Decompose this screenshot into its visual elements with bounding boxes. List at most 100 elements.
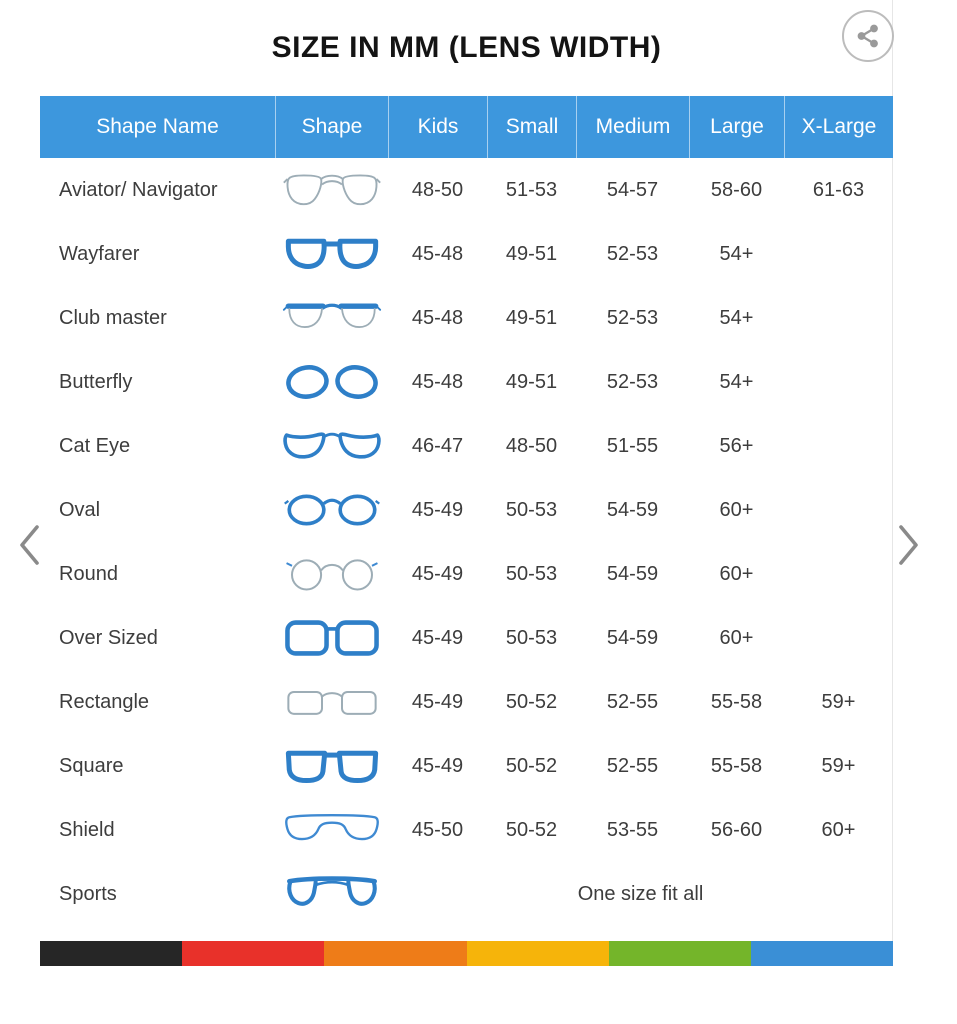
shape-name-cell: Round	[59, 562, 118, 585]
shape-icon-cell	[275, 606, 388, 670]
shape-icon-cell	[275, 350, 388, 414]
shape-name-cell: Oval	[59, 498, 101, 521]
shape-name-cell: Square	[59, 754, 124, 777]
shape-icon-cell	[275, 158, 388, 222]
round-glasses-icon	[282, 551, 382, 597]
table-row: Round 45-49 50-53 54-59 60+	[40, 542, 893, 606]
shape-name-cell: Over Sized	[59, 626, 158, 649]
size-cell-kids: 45-49	[411, 754, 464, 777]
size-cell-kids: 45-48	[411, 306, 464, 329]
rectangle-glasses-icon	[282, 679, 382, 725]
shape-icon-cell	[275, 862, 388, 926]
page-title: SIZE IN MM (LENS WIDTH)	[271, 31, 662, 64]
shape-name-cell: Wayfarer	[59, 242, 140, 265]
table-body: Aviator/ Navigator 48-50 51-53 54-57 58-60 6…	[40, 158, 893, 926]
table-row: Shield 45-50 50-52 53-55 56-60 60+	[40, 798, 893, 862]
size-cell-small: 51-53	[505, 178, 558, 201]
size-cell-large: 54+	[719, 306, 754, 329]
size-cell-large: 60+	[719, 626, 754, 649]
size-cell-small: 49-51	[505, 306, 558, 329]
size-cell-large: 56+	[719, 434, 754, 457]
size-cell-medium: 53-55	[606, 818, 659, 841]
shape-icon-cell	[275, 542, 388, 606]
shape-name-cell: Butterfly	[59, 370, 133, 393]
size-cell-small: 50-53	[505, 626, 558, 649]
size-cell-medium: 54-57	[606, 178, 659, 201]
square-glasses-icon	[282, 743, 382, 789]
aviator-glasses-icon	[282, 167, 382, 213]
bar-segment-5	[750, 941, 894, 966]
shape-name-cell: Club master	[59, 306, 167, 329]
bar-segment-4	[608, 941, 751, 966]
column-header-large: Large	[689, 96, 784, 158]
oval-glasses-icon	[282, 487, 382, 533]
column-header-kids: Kids	[388, 96, 487, 158]
bar-segment-0	[40, 941, 183, 966]
size-cell-small: 50-53	[505, 498, 558, 521]
table-row: Club master 45-48 49-51 52-53 54+	[40, 286, 893, 350]
shape-name-cell: Shield	[59, 818, 115, 841]
size-cell-xlarge: 60+	[821, 818, 856, 841]
shape-icon-cell	[275, 670, 388, 734]
carousel-next-button[interactable]	[894, 521, 924, 569]
size-cell-kids: 48-50	[411, 178, 464, 201]
size-cell-large: 54+	[719, 370, 754, 393]
carousel-prev-button[interactable]	[14, 521, 44, 569]
size-cell-small: 50-53	[505, 562, 558, 585]
size-cell-kids: 45-50	[411, 818, 464, 841]
shape-icon-cell	[275, 222, 388, 286]
column-header-medium: Medium	[576, 96, 689, 158]
bar-segment-2	[324, 941, 467, 966]
size-cell-small: 50-52	[505, 818, 558, 841]
size-cell-large: 58-60	[710, 178, 763, 201]
share-icon	[855, 23, 881, 49]
size-cell-xlarge	[784, 542, 893, 606]
table-row: Oval 45-49 50-53 54-59 60+	[40, 478, 893, 542]
size-cell-small: 49-51	[505, 242, 558, 265]
clubmaster-glasses-icon	[282, 295, 382, 341]
size-cell-small: 49-51	[505, 370, 558, 393]
size-cell-medium: 54-59	[606, 498, 659, 521]
table-row: Sports One size fit all	[40, 862, 893, 926]
chevron-right-icon	[894, 525, 924, 572]
column-header-small: Small	[487, 96, 576, 158]
size-cell-medium: 52-53	[606, 242, 659, 265]
one-size-cell: One size fit all	[577, 882, 704, 905]
shield-glasses-icon	[282, 807, 382, 853]
size-cell-large: 56-60	[710, 818, 763, 841]
size-cell-large: 55-58	[710, 754, 763, 777]
size-cell-medium: 52-53	[606, 306, 659, 329]
size-cell-xlarge: 61-63	[812, 178, 865, 201]
size-cell-xlarge	[784, 222, 893, 286]
shape-icon-cell	[275, 478, 388, 542]
chevron-left-icon	[14, 525, 44, 572]
size-cell-small: 50-52	[505, 690, 558, 713]
shape-icon-cell	[275, 798, 388, 862]
size-cell-medium: 52-55	[606, 690, 659, 713]
size-cell-kids: 46-47	[411, 434, 464, 457]
size-cell-kids: 45-49	[411, 626, 464, 649]
table-row: Over Sized 45-49 50-53 54-59 60+	[40, 606, 893, 670]
table-row: Wayfarer 45-48 49-51 52-53 54+	[40, 222, 893, 286]
share-button[interactable]	[842, 10, 894, 62]
column-header-x-large: X-Large	[784, 96, 893, 158]
oversized-glasses-icon	[282, 615, 382, 661]
shape-icon-cell	[275, 414, 388, 478]
size-cell-large: 54+	[719, 242, 754, 265]
size-cell-kids: 45-49	[411, 562, 464, 585]
size-cell-xlarge: 59+	[821, 754, 856, 777]
size-cell-xlarge	[784, 286, 893, 350]
size-cell-medium: 52-53	[606, 370, 659, 393]
table-row: Butterfly 45-48 49-51 52-53 54+	[40, 350, 893, 414]
size-cell-kids: 45-48	[411, 370, 464, 393]
shape-name-cell: Aviator/ Navigator	[59, 178, 218, 201]
shape-icon-cell	[275, 286, 388, 350]
size-cell-large: 55-58	[710, 690, 763, 713]
size-cell-small: 48-50	[505, 434, 558, 457]
size-cell-kids: 45-48	[411, 242, 464, 265]
bar-segment-3	[466, 941, 609, 966]
size-cell-large: 60+	[719, 498, 754, 521]
shape-name-cell: Rectangle	[59, 690, 150, 713]
table-row: Square 45-49 50-52 52-55 55-58 59+	[40, 734, 893, 798]
